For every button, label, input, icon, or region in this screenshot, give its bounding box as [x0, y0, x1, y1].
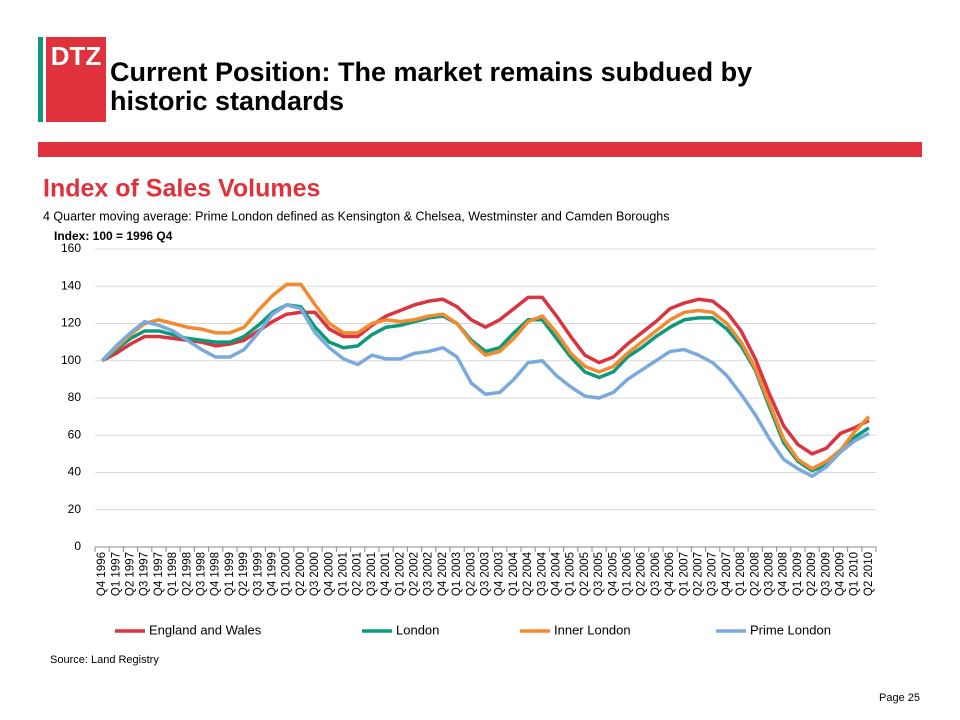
y-tick-label: 20 [68, 502, 82, 516]
slide-title: historic standards [110, 86, 344, 116]
y-tick-label: 160 [61, 241, 81, 255]
x-tick-label: Q4 2003 [494, 552, 506, 596]
x-tick-label: Q3 1999 [252, 552, 264, 596]
x-tick-label: Q3 2006 [650, 552, 662, 596]
x-tick-label: Q1 2007 [678, 552, 690, 596]
x-tick-label: Q1 2002 [394, 552, 406, 596]
x-tick-label: Q2 2002 [409, 552, 421, 596]
x-tick-label: Q4 1997 [153, 552, 165, 596]
x-tick-label: Q2 2000 [295, 552, 307, 596]
x-tick-label: Q2 1999 [238, 552, 250, 596]
x-tick-label: Q3 2005 [593, 552, 605, 596]
series-line [100, 282, 871, 471]
x-tick-label: Q2 2006 [636, 552, 648, 596]
source: Source: Land Registry [50, 654, 159, 666]
slide-title: Current Position: The market remains sub… [110, 57, 752, 87]
x-tick-label: Q3 2004 [536, 551, 548, 596]
chart-subtitle: 4 Quarter moving average: Prime London d… [43, 209, 670, 223]
x-tick-label: Q2 2003 [465, 552, 477, 596]
y-tick-label: 40 [68, 465, 82, 479]
x-tick-label: Q4 2000 [323, 552, 335, 596]
x-tick-label: Q3 2001 [366, 552, 378, 596]
x-tick-label: Q2 1998 [181, 552, 193, 596]
y-tick-label: 0 [74, 539, 81, 553]
x-tick-label: Q3 1997 [139, 552, 151, 596]
x-tick-label: Q2 2008 [749, 552, 761, 596]
legend-label: Inner London [554, 622, 631, 637]
x-tick-label: Q2 2009 [806, 552, 818, 596]
x-tick-label: Q1 1998 [167, 552, 179, 596]
x-tick-label: Q3 2009 [820, 552, 832, 596]
x-tick-label: Q2 2001 [352, 552, 364, 596]
x-tick-label: Q1 2000 [281, 552, 293, 596]
y-tick-label: 120 [61, 316, 81, 330]
x-tick-label: Q2 2005 [579, 552, 591, 596]
x-tick-label: Q4 2009 [835, 552, 847, 596]
x-tick-label: Q4 2006 [664, 552, 676, 596]
x-tick-label: Q3 2008 [764, 552, 776, 596]
y-tick-label: 80 [68, 390, 82, 404]
x-tick-label: Q4 1999 [267, 552, 279, 596]
x-tick-label: Q1 2003 [451, 552, 463, 596]
x-tick-label: Q4 2005 [607, 552, 619, 596]
x-tick-label: Q1 2005 [565, 552, 577, 596]
x-tick-label: Q1 1997 [110, 552, 122, 596]
x-tick-label: Q1 2001 [338, 552, 350, 596]
x-tick-label: Q2 2010 [863, 552, 875, 596]
x-tick-label: Q4 1996 [96, 552, 108, 596]
series-line [101, 303, 870, 473]
x-tick-label: Q4 2008 [778, 552, 790, 596]
x-tick-label: Q3 2002 [423, 552, 435, 596]
x-tick-label: Q4 2001 [380, 552, 392, 596]
x-tick-label: Q2 2007 [693, 552, 705, 596]
series-line [100, 303, 870, 478]
x-tick-label: Q1 2008 [735, 552, 747, 596]
legend-label: London [396, 622, 439, 637]
logo-box [46, 37, 106, 122]
x-tick-label: Q1 2010 [849, 552, 861, 596]
y-tick-label: 60 [68, 427, 82, 441]
x-tick-label: Q4 2004 [551, 551, 563, 596]
chart-title: Index of Sales Volumes [43, 175, 320, 203]
logo-stripe [38, 37, 43, 122]
x-tick-label: Q3 2000 [309, 552, 321, 596]
series-line [101, 295, 870, 456]
x-tick-label: Q3 2007 [707, 552, 719, 596]
x-tick-label: Q1 2006 [622, 552, 634, 596]
x-tick-label: Q1 2004 [508, 551, 520, 596]
legend-label: England and Wales [149, 622, 262, 637]
x-tick-label: Q4 2007 [721, 552, 733, 596]
x-tick-label: Q3 1998 [196, 552, 208, 596]
x-tick-label: Q3 2003 [480, 552, 492, 596]
x-tick-label: Q4 2002 [437, 552, 449, 596]
x-tick-label: Q4 1998 [210, 552, 222, 596]
title-rule [38, 142, 922, 157]
logo-text: DTZ [51, 41, 102, 71]
x-tick-label: Q2 1997 [125, 552, 137, 596]
page-number: Page 25 [879, 692, 920, 704]
y-tick-label: 140 [61, 278, 81, 292]
legend-label: Prime London [750, 622, 831, 637]
x-tick-label: Q1 1999 [224, 552, 236, 596]
x-tick-label: Q1 2009 [792, 552, 804, 596]
y-axis-label: Index: 100 = 1996 Q4 [54, 229, 173, 243]
y-tick-label: 100 [61, 353, 81, 367]
x-tick-label: Q2 2004 [522, 551, 534, 596]
